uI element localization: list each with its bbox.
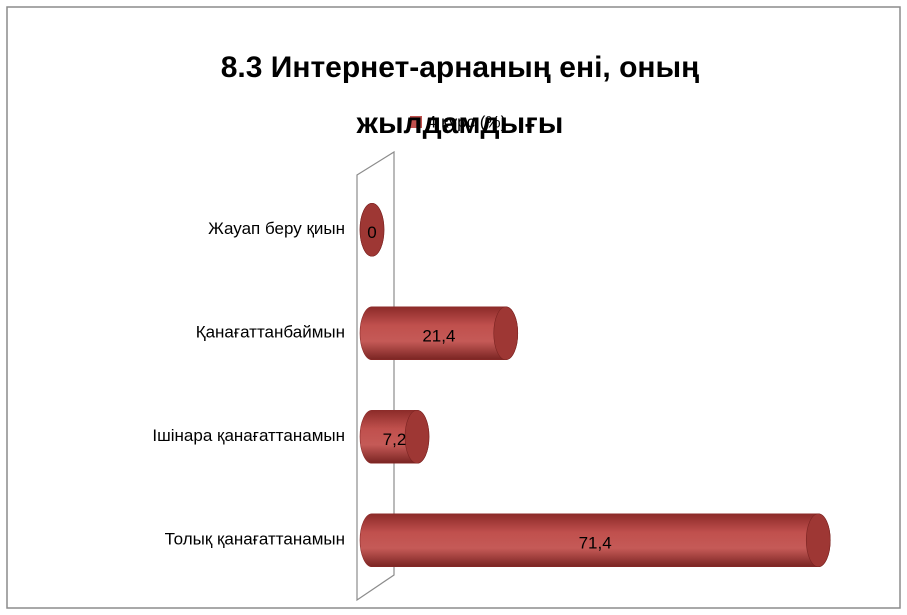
legend-swatch (410, 116, 422, 128)
data-label: 21,4 (422, 327, 455, 346)
y-tick-label: Қанағаттанбаймын (196, 323, 345, 342)
bar-cap (493, 306, 519, 361)
bar-cap (359, 202, 385, 257)
legend-label: 4 курс (%) (427, 112, 506, 131)
bar-cap (805, 513, 831, 568)
data-label: 0 (367, 223, 376, 242)
axis-wall (356, 150, 395, 602)
y-tick-label: Толық қанағаттанамын (165, 530, 345, 549)
data-label: 71,4 (579, 534, 612, 553)
chart-title: 8.3 Интернет-арнаның ені, оның жылдамдығ… (220, 51, 700, 140)
y-tick-label: Жауап беру қиын (208, 219, 345, 238)
y-tick-label: Ішінара қанағаттанамын (152, 426, 345, 445)
data-label: 7,2 (383, 430, 407, 449)
bar-cap (404, 409, 430, 464)
